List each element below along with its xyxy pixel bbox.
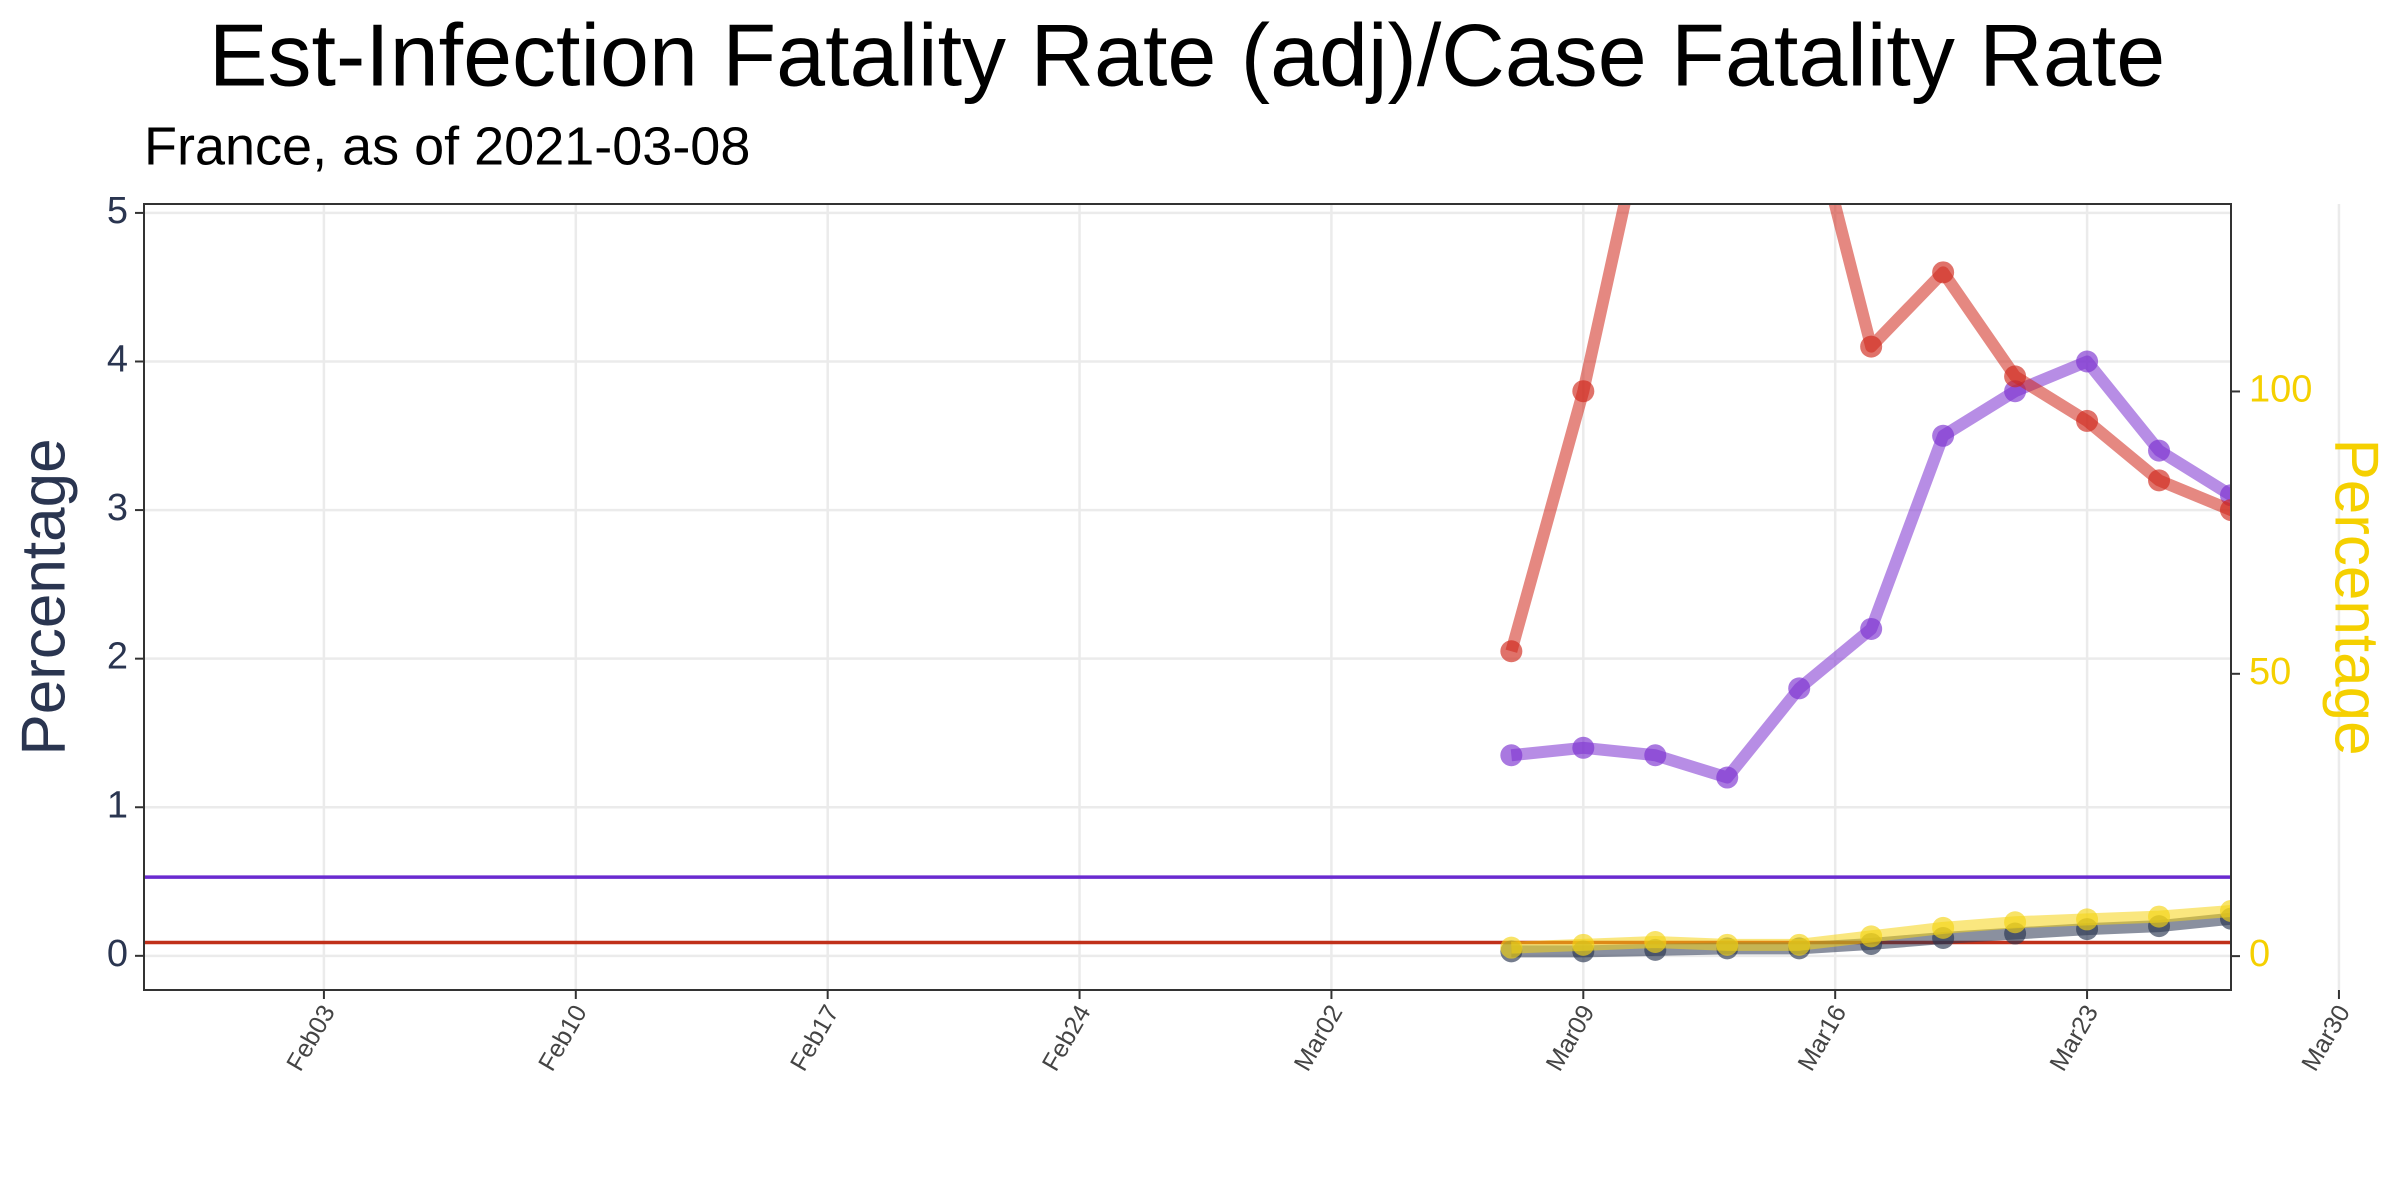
- data-point: [1500, 744, 1523, 767]
- data-point: [1644, 744, 1667, 767]
- series-line: [1510, 355, 2231, 784]
- y-axis-title: Percentage: [9, 438, 78, 755]
- x-tick-label: Feb17: [785, 1000, 845, 1075]
- data-point: [1500, 936, 1523, 959]
- plot-border: [143, 203, 2232, 991]
- x-tick-label: Feb10: [533, 1000, 593, 1075]
- data-point: [2292, 514, 2314, 536]
- y-tick-label: 3: [107, 487, 128, 529]
- x-tick-label: Mar09: [1541, 1000, 1601, 1075]
- data-point: [2364, 897, 2386, 919]
- x-tick-label: Feb03: [281, 1000, 341, 1075]
- data-point: [2148, 905, 2171, 928]
- x-tick-label: Mar23: [2044, 1000, 2104, 1075]
- data-point: [2076, 350, 2099, 373]
- data-point: [1860, 617, 1883, 640]
- x-tick-label: Mar16: [1792, 1000, 1852, 1075]
- data-point: [1572, 380, 1595, 403]
- data-point: [2076, 409, 2099, 432]
- data-point: [1500, 640, 1523, 663]
- chart-title: Est-Infection Fatality Rate (adj)/Case F…: [209, 5, 2165, 104]
- data-point: [1644, 931, 1667, 954]
- y2-tick-label: 50: [2249, 651, 2291, 693]
- y2-axis-title: Percentage: [2322, 438, 2391, 755]
- plot-area: [144, 204, 2386, 963]
- data-point: [1572, 736, 1595, 759]
- y-tick-label: 0: [107, 933, 128, 975]
- data-point: [1716, 933, 1739, 956]
- data-point: [2220, 899, 2231, 922]
- y-tick-label: 4: [107, 339, 128, 381]
- chart-subtitle: France, as of 2021-03-08: [144, 116, 750, 176]
- x-tick-label: Feb24: [1037, 1000, 1097, 1075]
- y2-tick-label: 100: [2249, 368, 2312, 410]
- data-point: [1572, 933, 1595, 956]
- y-tick-label: 1: [107, 784, 128, 826]
- data-point: [1788, 933, 1811, 956]
- data-point: [1932, 916, 1955, 939]
- data-point: [2220, 499, 2231, 522]
- data-point: [2076, 908, 2099, 931]
- data-point: [1860, 335, 1883, 358]
- data-point: [1788, 677, 1811, 700]
- axes: Feb03 Feb10 Feb17 Feb24 Mar02 Mar09 Mar16 Mar23…: [9, 190, 2391, 1076]
- x-tick-label: Mar02: [1289, 1000, 1349, 1075]
- data-point: [1932, 261, 1955, 284]
- data-point: [2004, 911, 2027, 934]
- data-point: [1932, 424, 1955, 447]
- y2-tick-label: 0: [2249, 933, 2270, 975]
- data-point: [2292, 514, 2314, 536]
- data-point: [2364, 889, 2386, 911]
- data-point: [2292, 903, 2314, 925]
- data-point: [1860, 925, 1883, 948]
- x-tick-label: Mar30: [2296, 1000, 2356, 1075]
- grid: [144, 204, 2341, 990]
- data-point: [1716, 766, 1739, 789]
- data-point: [2148, 439, 2171, 462]
- data-point: [2004, 365, 2027, 388]
- y-tick-label: 2: [107, 636, 128, 678]
- y-tick-label: 5: [107, 190, 128, 232]
- series-line: [1505, 204, 2231, 653]
- data-point: [2148, 469, 2171, 492]
- data-point: [2292, 894, 2314, 916]
